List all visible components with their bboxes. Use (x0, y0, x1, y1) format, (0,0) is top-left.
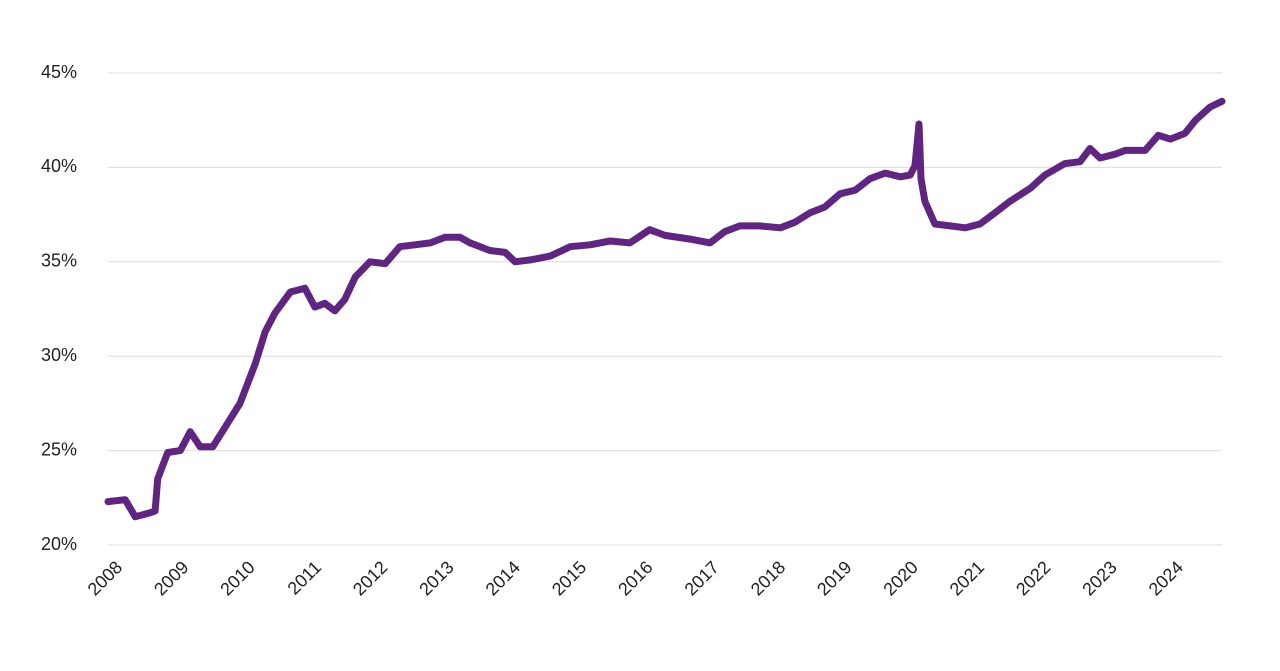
x-tick-label: 2017 (681, 557, 723, 599)
x-tick-label: 2011 (284, 557, 326, 599)
data-line (104, 97, 1226, 521)
y-tick-label: 40% (41, 156, 77, 176)
x-tick-label: 2023 (1078, 557, 1120, 599)
x-tick-label: 2013 (415, 557, 457, 599)
x-tick-label: 2015 (548, 557, 590, 599)
x-tick-label: 2020 (879, 557, 921, 599)
x-tick-label: 2014 (482, 557, 524, 599)
x-tick-label: 2022 (1012, 557, 1054, 599)
y-tick-label: 30% (41, 345, 77, 365)
x-tick-label: 2019 (813, 557, 855, 599)
x-tick-label: 2012 (349, 557, 391, 599)
y-tick-label: 35% (41, 251, 77, 271)
x-tick-label: 2018 (747, 557, 789, 599)
x-tick-label: 2016 (614, 557, 656, 599)
y-tick-label: 20% (41, 534, 77, 554)
y-tick-label: 25% (41, 439, 77, 459)
x-tick-label: 2008 (84, 557, 126, 599)
y-tick-label: 45% (41, 62, 77, 82)
x-tick-label: 2024 (1145, 557, 1187, 599)
x-tick-label: 2009 (150, 557, 192, 599)
x-tick-label: 2010 (216, 557, 258, 599)
x-tick-label: 2021 (946, 557, 988, 599)
